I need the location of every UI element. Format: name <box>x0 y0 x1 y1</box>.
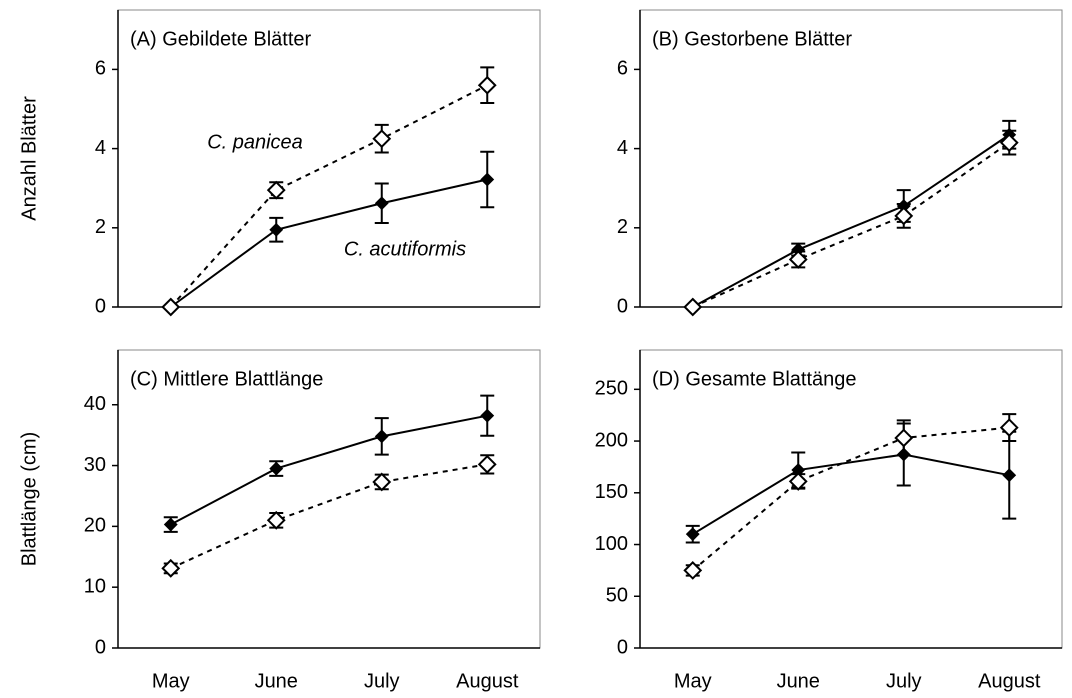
annotation: C. acutiformis <box>344 238 466 260</box>
marker <box>269 222 284 237</box>
y-tick-label: 0 <box>617 636 628 658</box>
y-tick-label: 10 <box>84 575 106 597</box>
marker <box>477 75 497 95</box>
annotation: C. panicea <box>207 131 303 153</box>
panel-title: (C) Mittlere Blattlänge <box>130 368 323 390</box>
y-tick-label: 100 <box>595 533 628 555</box>
series-line <box>692 133 1010 308</box>
y-tick-label: 2 <box>95 216 106 238</box>
y-tick-label: 250 <box>595 378 628 400</box>
marker <box>480 172 495 187</box>
series-line <box>692 426 1010 572</box>
y-axis-label: Blattlänge (cm) <box>18 432 40 567</box>
y-tick-label: 4 <box>95 137 106 159</box>
series-line <box>170 178 488 308</box>
y-tick-label: 6 <box>617 58 628 80</box>
panel-title: (A) Gebildete Blätter <box>130 28 312 50</box>
marker <box>372 129 392 149</box>
plot-frame <box>117 9 541 308</box>
y-tick-label: 0 <box>95 295 106 317</box>
y-tick-label: 2 <box>617 216 628 238</box>
marker <box>266 180 286 200</box>
y-tick-label: 150 <box>595 481 628 503</box>
panel-title: (D) Gesamte Blattänge <box>652 368 857 390</box>
marker <box>480 408 495 423</box>
y-tick-label: 4 <box>617 137 628 159</box>
y-tick-label: 200 <box>595 429 628 451</box>
y-tick-label: 20 <box>84 515 106 537</box>
series-line <box>692 141 1010 308</box>
marker <box>683 297 703 317</box>
marker <box>163 517 178 532</box>
x-tick-label: July <box>886 670 922 692</box>
x-tick-label: August <box>456 670 519 692</box>
series-line <box>170 84 488 308</box>
marker <box>999 133 1019 153</box>
y-tick-label: 40 <box>84 393 106 415</box>
marker <box>161 297 181 317</box>
x-tick-label: July <box>364 670 400 692</box>
series-line <box>692 453 1010 536</box>
marker <box>374 196 389 211</box>
y-tick-label: 0 <box>617 295 628 317</box>
marker <box>477 454 497 474</box>
plot-frame <box>117 349 541 649</box>
marker <box>894 206 914 226</box>
x-tick-label: August <box>978 670 1041 692</box>
x-tick-label: May <box>674 670 712 692</box>
y-tick-label: 6 <box>95 58 106 80</box>
plot-frame <box>639 349 1063 649</box>
marker <box>999 418 1019 438</box>
x-tick-label: June <box>777 670 820 692</box>
marker <box>374 429 389 444</box>
marker <box>685 527 700 542</box>
panel-title: (B) Gestorbene Blätter <box>652 28 852 50</box>
marker <box>894 428 914 448</box>
marker <box>269 461 284 476</box>
y-tick-label: 30 <box>84 454 106 476</box>
marker <box>788 471 808 491</box>
marker <box>266 510 286 530</box>
marker <box>161 558 181 578</box>
series-line <box>170 463 488 570</box>
plot-frame <box>639 9 1063 308</box>
series-line <box>170 414 488 526</box>
y-tick-label: 50 <box>606 585 628 607</box>
x-tick-label: June <box>255 670 298 692</box>
y-axis-label: Anzahl Blätter <box>18 96 40 221</box>
marker <box>1002 468 1017 483</box>
marker <box>372 472 392 492</box>
marker <box>788 250 808 269</box>
x-tick-label: May <box>152 670 190 692</box>
y-tick-label: 0 <box>95 636 106 658</box>
marker <box>683 560 703 580</box>
